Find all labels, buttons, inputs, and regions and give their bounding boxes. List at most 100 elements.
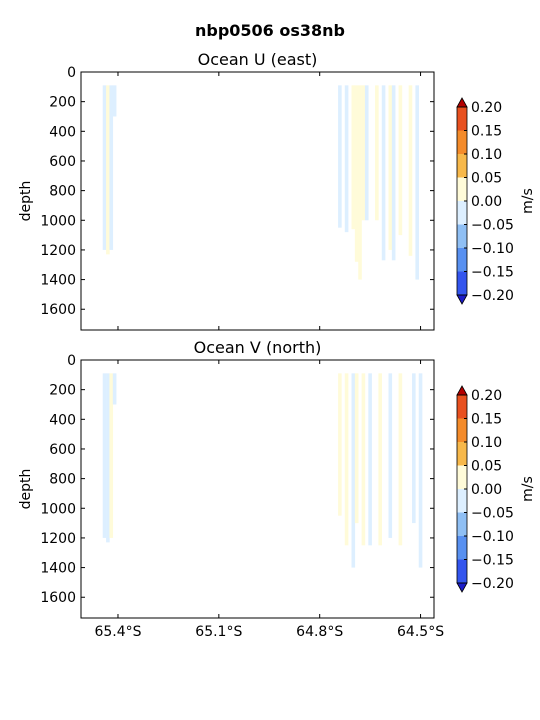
colorbar-tick-label: −0.20 (471, 288, 514, 304)
heatmap-column (344, 85, 349, 233)
colorbar-tick-label: −0.05 (471, 218, 514, 234)
heatmap-column (368, 373, 372, 546)
y-tick-label: 1000 (40, 213, 76, 229)
colorbar-segment (457, 177, 467, 201)
heatmap-column (102, 85, 107, 250)
y-tick-label: 400 (49, 412, 76, 428)
colorbar-segment (457, 224, 467, 248)
colorbar-tick-label: 0.20 (471, 388, 502, 404)
colorbar-tick-label: 0.15 (471, 412, 502, 428)
colorbar-label: m/s (520, 188, 536, 214)
y-axis-label: depth (18, 469, 34, 510)
heatmap-column (112, 373, 117, 405)
y-tick-label: 1000 (40, 501, 76, 517)
panel-title: Ocean V (north) (194, 338, 322, 357)
colorbar-extend-min (456, 582, 468, 593)
colorbar-tick-label: −0.10 (471, 241, 514, 257)
x-tick-label: 64.5°S (397, 624, 444, 640)
colorbar: 0.20 0.15 0.10 0.05 0.00 −0.05 −0.10 −0.15 −0.20… (456, 97, 536, 305)
heatmap-column (398, 85, 403, 236)
heatmap-column (354, 373, 359, 524)
colorbar-extend-max (456, 385, 468, 396)
heatmap-column (398, 373, 403, 546)
colorbar-segment (457, 442, 467, 466)
colorbar-segment (457, 418, 467, 442)
colorbar: 0.20 0.15 0.10 0.05 0.00 −0.05 −0.10 −0.15 −0.20… (456, 385, 536, 593)
colorbar-segment (457, 201, 467, 225)
colorbar-segment (457, 154, 467, 178)
colorbar-tick-label: 0.10 (471, 435, 502, 451)
y-tick-label: 800 (49, 184, 76, 200)
heatmap-column (381, 85, 386, 261)
y-tick-label: 0 (67, 353, 76, 369)
colorbar-segment (457, 130, 467, 154)
y-tick-label: 1200 (40, 243, 76, 259)
heatmap-column (375, 85, 379, 221)
colorbar-tick-label: 0.00 (471, 194, 502, 210)
colorbar-tick-label: −0.15 (471, 265, 514, 281)
heatmap-column (415, 85, 419, 280)
heatmap-column (109, 373, 114, 538)
colorbar-segment (457, 489, 467, 513)
colorbar-segment (457, 271, 467, 295)
y-tick-label: 600 (49, 154, 76, 170)
y-tick-label: 800 (49, 472, 76, 488)
y-tick-label: 400 (49, 124, 76, 140)
panels: Ocean U (east) 0 200 400 600 800 1000 1200 1400 1… (18, 50, 536, 640)
heatmap-column (344, 373, 349, 546)
colorbar-tick-label: −0.20 (471, 576, 514, 592)
heatmap-column (106, 85, 110, 255)
heatmap-cells (102, 373, 423, 568)
axes-frame (80, 71, 435, 331)
y-axis-label: depth (18, 181, 34, 222)
y-tick-label: 1600 (40, 590, 76, 606)
heatmap-column (351, 373, 356, 568)
heatmap-column (361, 373, 366, 546)
heatmap-column (351, 85, 356, 230)
heatmap-column (364, 85, 369, 221)
heatmap-column (106, 373, 110, 543)
y-tick-label: 1400 (40, 273, 76, 289)
colorbar-extend-min (456, 294, 468, 305)
x-tick-label: 65.1°S (195, 624, 242, 640)
y-tick-label: 0 (67, 65, 76, 81)
heatmap-column (338, 85, 342, 228)
colorbar-segment (457, 465, 467, 489)
heatmap-column (408, 85, 413, 256)
heatmap-column (358, 85, 362, 280)
colorbar-tick-label: 0.00 (471, 482, 502, 498)
colorbar-segment (457, 536, 467, 560)
colorbar-tick-label: −0.15 (471, 553, 514, 569)
y-tick-label: 1200 (40, 531, 76, 547)
colorbar-segment (457, 559, 467, 583)
colorbar-tick-label: 0.05 (471, 459, 502, 475)
x-tick-label: 65.4°S (94, 624, 141, 640)
heatmap-column (112, 85, 117, 117)
heatmap-column (354, 85, 359, 262)
y-tick-label: 200 (49, 383, 76, 399)
colorbar-tick-label: 0.05 (471, 171, 502, 187)
x-tick-label: 64.8°S (296, 624, 343, 640)
colorbar-tick-label: 0.20 (471, 100, 502, 116)
y-tick-label: 600 (49, 442, 76, 458)
panel-2: Ocean V (north) 0 200 400 600 800 1000 1200 1400… (18, 338, 536, 640)
heatmap-cells (102, 85, 419, 280)
colorbar-tick-label: −0.05 (471, 506, 514, 522)
colorbar-tick-label: −0.10 (471, 529, 514, 545)
figure-title: nbp0506 os38nb (195, 21, 345, 40)
heatmap-column (102, 373, 107, 538)
heatmap-column (109, 85, 114, 250)
heatmap-column (361, 85, 366, 221)
heatmap-column (412, 373, 416, 524)
colorbar-tick-label: 0.10 (471, 147, 502, 163)
panel-1: Ocean U (east) 0 200 400 600 800 1000 1200 1400 1… (18, 50, 536, 331)
heatmap-column (338, 373, 342, 516)
heatmap-column (391, 85, 396, 261)
y-tick-label: 1400 (40, 561, 76, 577)
panel-title: Ocean U (east) (198, 50, 318, 69)
colorbar-segment (457, 395, 467, 419)
y-tick-label: 1600 (40, 302, 76, 318)
heatmap-column (378, 373, 383, 546)
heatmap-column (388, 373, 393, 538)
